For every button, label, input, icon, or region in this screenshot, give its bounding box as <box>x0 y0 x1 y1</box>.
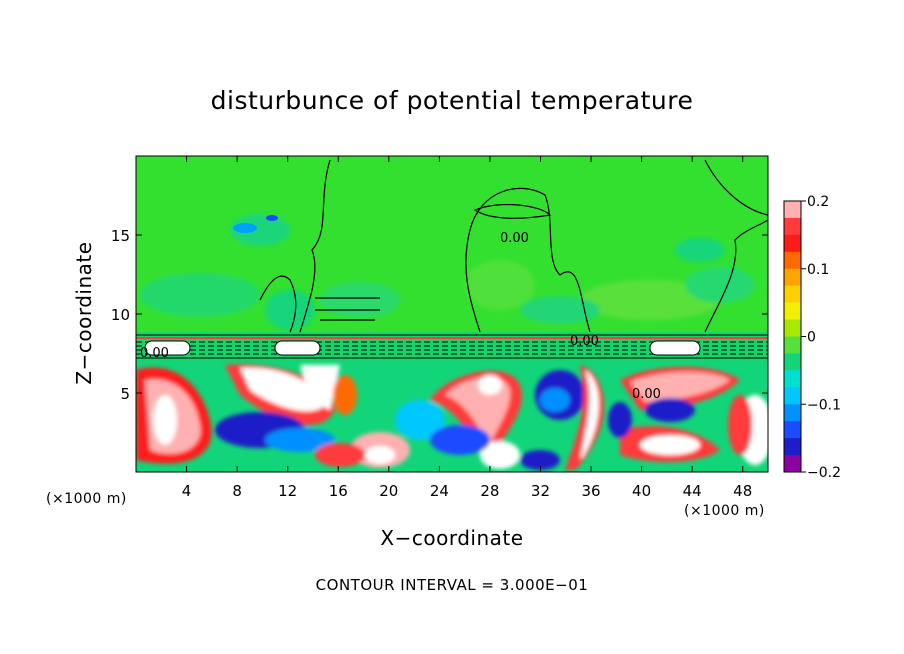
x-tick-label: 4 <box>182 482 192 500</box>
heatmap-field <box>136 156 768 472</box>
y-tick-label: 5 <box>120 385 130 403</box>
x-tick-label: 44 <box>683 482 702 500</box>
contour-label: 0.00 <box>632 387 661 402</box>
x-tick-label: 16 <box>329 482 348 500</box>
x-axis-ticks: 4 8 12 16 20 24 28 32 36 40 44 48 <box>182 156 752 500</box>
colorbar-tick-label: −0.1 <box>807 397 841 413</box>
x-tick-label: 8 <box>232 482 242 500</box>
contour-label: 0.00 <box>140 346 169 361</box>
colorbar: 0.2 0.1 0 −0.1 −0.2 <box>783 194 841 481</box>
colorbar-segment <box>784 404 801 422</box>
colorbar-segment <box>784 370 801 388</box>
colorbar-segment <box>784 201 801 219</box>
x-axis-label: X−coordinate <box>380 526 524 550</box>
y-axis-ticks: 5 10 15 <box>111 227 768 403</box>
colorbar-segment <box>784 251 801 270</box>
colorbar-segment <box>784 217 801 236</box>
colorbar-segment <box>784 421 801 439</box>
y-tick-label: 15 <box>111 227 130 245</box>
disturbance-aloft <box>233 223 257 233</box>
upper-contours <box>259 159 768 333</box>
colorbar-segment <box>784 336 801 354</box>
colorbar-segment <box>784 285 801 304</box>
upper-layer-patches <box>140 214 755 330</box>
x-tick-label: 40 <box>632 482 651 500</box>
x-tick-label: 20 <box>379 482 398 500</box>
x-tick-label: 48 <box>733 482 752 500</box>
x-unit-left: (×1000 m) <box>46 491 127 507</box>
colorbar-tick-label: 0.1 <box>807 262 829 278</box>
colorbar-segment <box>784 455 801 473</box>
colorbar-tick-label: 0 <box>807 330 816 346</box>
chart-title: disturbunce of potential temperature <box>210 86 694 115</box>
colorbar-segment <box>784 319 801 337</box>
contour-labels: 0.00 0.00 0.00 0.00 <box>140 231 661 402</box>
colorbar-segment <box>784 268 801 287</box>
contour-label: 0.00 <box>500 231 529 246</box>
colorbar-tick-label: −0.2 <box>807 465 841 481</box>
y-tick-label: 10 <box>111 306 130 324</box>
contour-label: 0.00 <box>570 334 599 349</box>
lower-layer-structures <box>136 364 768 470</box>
x-unit-right: (×1000 m) <box>684 503 765 519</box>
colorbar-segment <box>784 302 801 321</box>
colorbar-segment <box>784 438 801 456</box>
x-tick-label: 24 <box>430 482 449 500</box>
contour-interval-note: CONTOUR INTERVAL = 3.000E−01 <box>315 576 589 594</box>
y-axis-label: Z−coordinate <box>72 241 96 385</box>
x-tick-label: 28 <box>480 482 499 500</box>
colorbar-segment <box>784 387 801 405</box>
inversion-contours <box>136 334 768 359</box>
x-tick-label: 12 <box>278 482 297 500</box>
colorbar-tick-label: 0.2 <box>807 194 829 210</box>
colorbar-segment <box>784 234 801 253</box>
colorbar-segment <box>784 353 801 371</box>
x-tick-label: 32 <box>531 482 550 500</box>
x-tick-label: 36 <box>581 482 600 500</box>
